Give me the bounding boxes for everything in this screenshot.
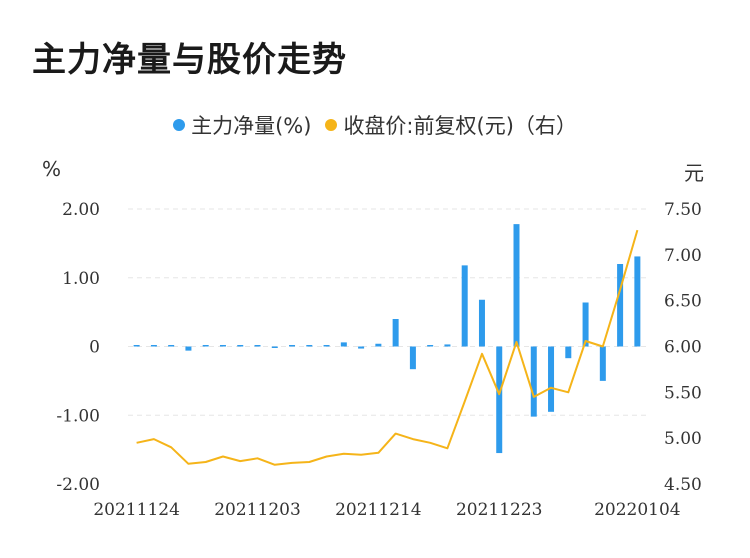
- bar[interactable]: [202, 345, 209, 347]
- bar[interactable]: [271, 346, 278, 349]
- bar[interactable]: [237, 345, 244, 347]
- left-tick-label: 0: [89, 338, 100, 358]
- bar[interactable]: [478, 299, 485, 347]
- bar[interactable]: [133, 345, 140, 347]
- bar[interactable]: [444, 344, 451, 347]
- legend-label-main-net: 主力净量(%): [191, 114, 312, 138]
- chart-title: 主力净量与股价走势: [32, 40, 347, 80]
- left-axis-ticks: 2.00 1.00 0 -1.00 -2.00: [56, 200, 100, 495]
- bar[interactable]: [409, 346, 416, 370]
- x-tick-label: 20211223: [456, 500, 543, 520]
- bar[interactable]: [427, 345, 434, 347]
- right-axis-unit: 元: [684, 161, 704, 185]
- right-tick-label: 5.00: [664, 429, 702, 449]
- left-axis-unit: %: [42, 157, 62, 181]
- x-tick-label: 20211203: [214, 500, 301, 520]
- x-axis-ticks: 20211124 20211203 20211214 20211223 20220104: [93, 500, 680, 520]
- right-tick-label: 5.50: [664, 383, 702, 403]
- legend-label-close-price: 收盘价:前复权(元)（右）: [343, 114, 577, 138]
- price-line[interactable]: [136, 229, 639, 466]
- left-tick-label: 1.00: [62, 269, 100, 289]
- bar[interactable]: [599, 346, 606, 381]
- grid-lines: [128, 208, 646, 416]
- bar[interactable]: [289, 345, 296, 347]
- bar[interactable]: [565, 346, 572, 359]
- bar[interactable]: [323, 345, 330, 347]
- right-tick-label: 6.50: [664, 292, 702, 312]
- left-tick-label: 2.00: [62, 200, 100, 220]
- legend-item-main-net[interactable]: 主力净量(%): [173, 110, 311, 140]
- left-tick-label: -2.00: [56, 475, 100, 495]
- right-axis-ticks: 7.50 7.00 6.50 6.00 5.50 5.00 4.50: [664, 200, 702, 495]
- bar[interactable]: [358, 346, 365, 349]
- bar[interactable]: [548, 346, 555, 412]
- legend-item-close-price[interactable]: 收盘价:前复权(元)（右）: [325, 110, 577, 140]
- bar[interactable]: [617, 264, 624, 347]
- right-tick-label: 7.00: [664, 246, 702, 266]
- x-tick-label: 20211124: [93, 500, 180, 520]
- bar[interactable]: [150, 345, 157, 347]
- bar[interactable]: [582, 302, 589, 347]
- bar[interactable]: [496, 346, 503, 454]
- bar[interactable]: [375, 343, 382, 347]
- right-tick-label: 6.00: [664, 338, 702, 358]
- right-tick-label: 4.50: [664, 475, 702, 495]
- line-series: [136, 229, 639, 466]
- bar[interactable]: [185, 346, 192, 351]
- bar[interactable]: [392, 319, 399, 347]
- bar[interactable]: [530, 346, 537, 417]
- x-tick-label: 20211214: [335, 500, 422, 520]
- right-tick-label: 7.50: [664, 200, 702, 220]
- bar[interactable]: [219, 345, 226, 347]
- bar[interactable]: [254, 345, 261, 347]
- left-tick-label: -1.00: [56, 406, 100, 426]
- bar-series: [133, 224, 641, 454]
- bar[interactable]: [634, 256, 641, 347]
- bar[interactable]: [461, 265, 468, 347]
- bar[interactable]: [340, 342, 347, 347]
- legend-dot-yellow-icon: [325, 119, 338, 131]
- bar[interactable]: [168, 345, 175, 347]
- x-tick-label: 20220104: [594, 500, 681, 520]
- bar[interactable]: [306, 345, 313, 347]
- legend-dot-blue-icon: [173, 119, 186, 131]
- chart-legend: 主力净量(%) 收盘价:前复权(元)（右）: [0, 110, 750, 140]
- bar[interactable]: [513, 224, 520, 347]
